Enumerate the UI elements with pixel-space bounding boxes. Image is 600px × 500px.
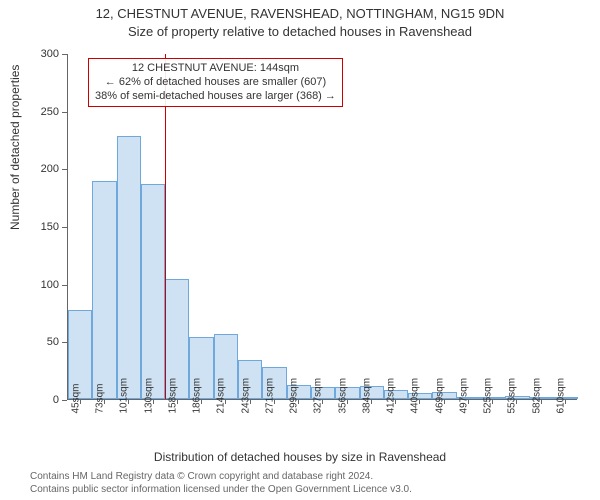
property-annotation-box: 12 CHESTNUT AVENUE: 144sqm ← 62% of deta… — [88, 58, 343, 107]
plot-area: 12 CHESTNUT AVENUE: 144sqm ← 62% of deta… — [67, 54, 577, 400]
chart-title: 12, CHESTNUT AVENUE, RAVENSHEAD, NOTTING… — [0, 0, 600, 22]
y-tick-label: 300 — [19, 48, 59, 60]
y-tick — [62, 400, 67, 401]
y-tick-label: 250 — [19, 106, 59, 118]
annotation-line-1: 12 CHESTNUT AVENUE: 144sqm — [95, 62, 336, 76]
footer-line-2: Contains public sector information licen… — [30, 484, 412, 497]
annotation-line-2: ← 62% of detached houses are smaller (60… — [95, 76, 336, 90]
y-tick-label: 50 — [19, 336, 59, 348]
histogram-bar — [92, 181, 116, 399]
chart-subtitle: Size of property relative to detached ho… — [0, 22, 600, 40]
y-tick-label: 150 — [19, 221, 59, 233]
histogram-bar — [141, 184, 165, 399]
histogram-bar — [117, 136, 141, 399]
y-tick-label: 100 — [19, 279, 59, 291]
x-axis-label: Distribution of detached houses by size … — [0, 450, 600, 464]
y-axis-label: Number of detached properties — [8, 65, 22, 230]
y-tick-label: 200 — [19, 163, 59, 175]
attribution-footer: Contains HM Land Registry data © Crown c… — [30, 471, 412, 496]
property-size-chart: 12, CHESTNUT AVENUE, RAVENSHEAD, NOTTING… — [0, 0, 600, 500]
footer-line-1: Contains HM Land Registry data © Crown c… — [30, 471, 412, 484]
annotation-line-3: 38% of semi-detached houses are larger (… — [95, 90, 336, 104]
y-tick-label: 0 — [19, 394, 59, 406]
